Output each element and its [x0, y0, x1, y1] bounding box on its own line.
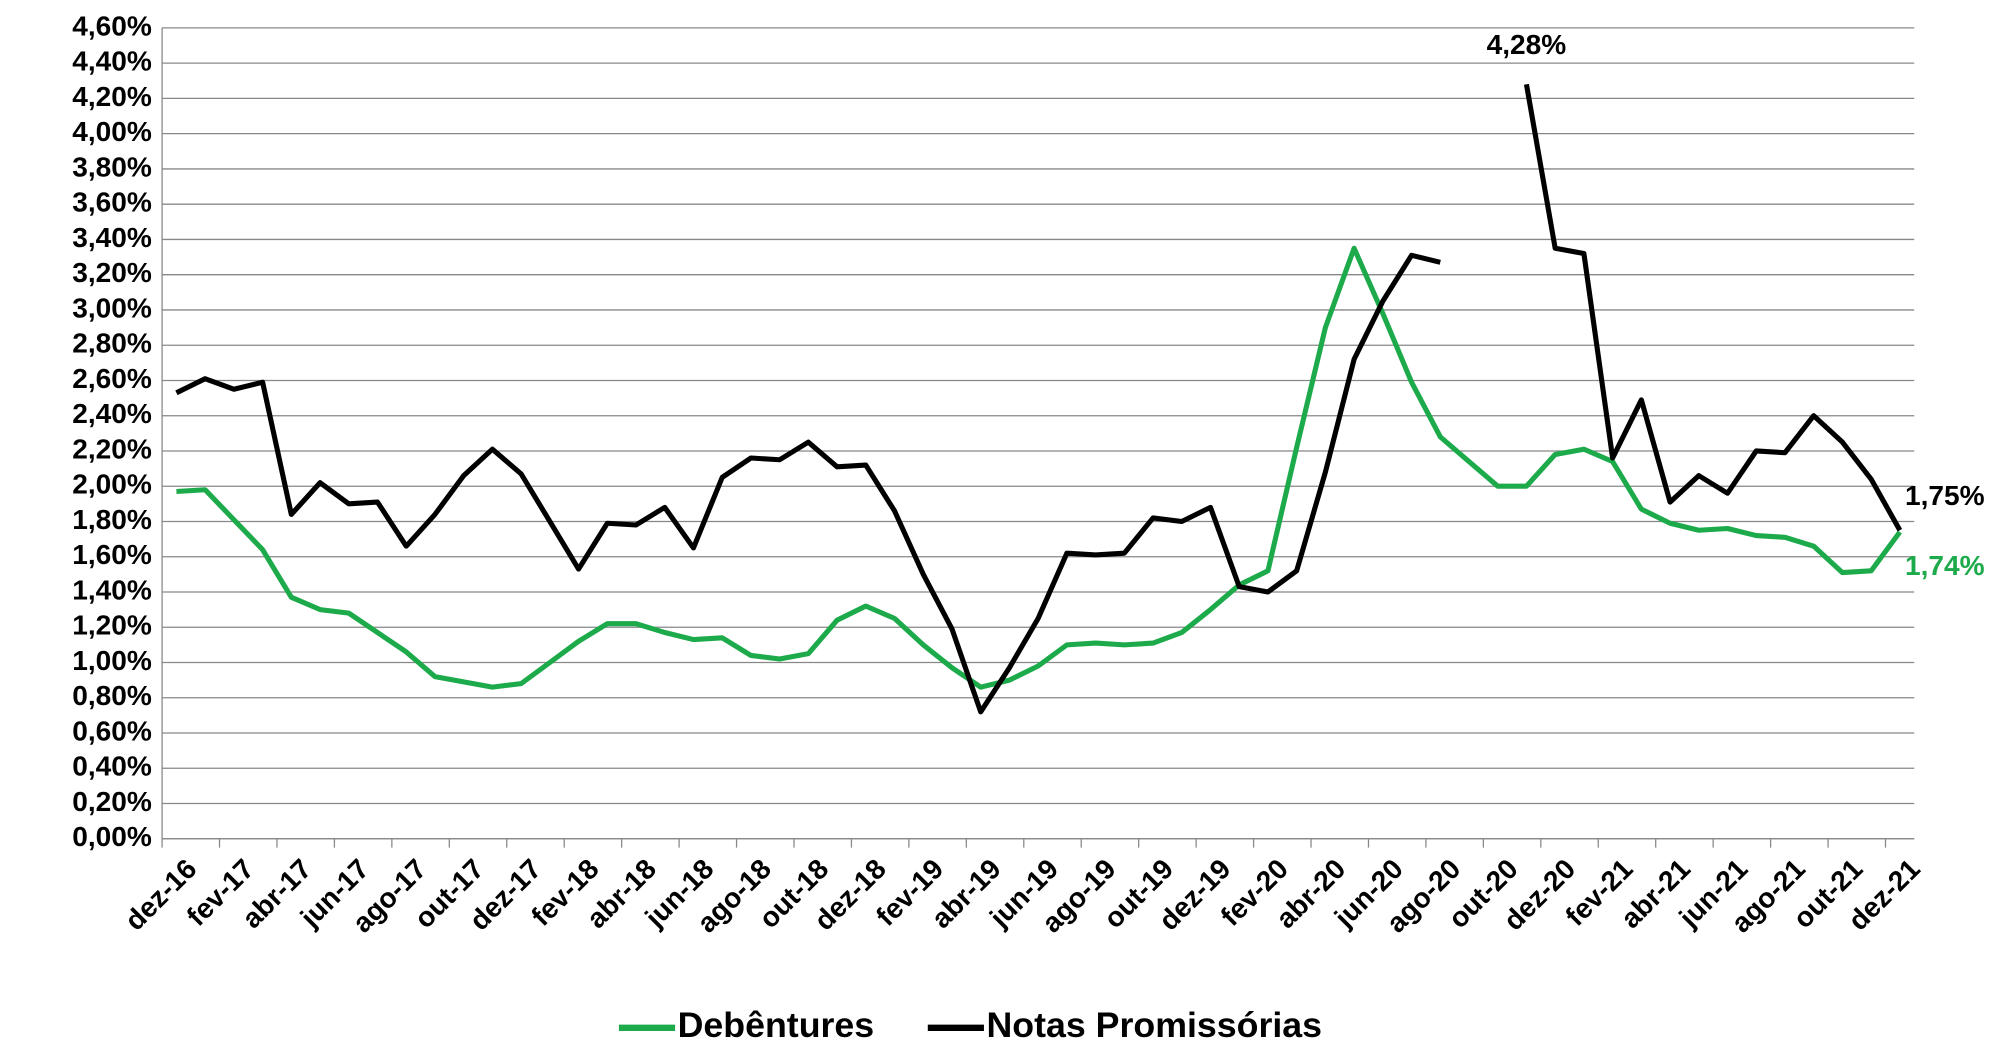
y-tick-label: 0,40%	[72, 751, 152, 782]
value-label: 4,28%	[1487, 29, 1567, 60]
y-tick-label: 0,80%	[72, 680, 152, 711]
value-label: 1,75%	[1905, 480, 1985, 511]
y-tick-label: 0,60%	[72, 715, 152, 746]
y-tick-label: 3,20%	[72, 257, 152, 288]
y-tick-label: 1,20%	[72, 610, 152, 641]
y-tick-label: 1,00%	[72, 645, 152, 676]
legend-label: Debêntures	[678, 1005, 875, 1045]
y-tick-label: 4,20%	[72, 81, 152, 112]
y-tick-label: 4,40%	[72, 46, 152, 77]
y-tick-label: 2,20%	[72, 433, 152, 464]
value-label: 1,74%	[1905, 550, 1985, 581]
y-tick-label: 4,60%	[72, 10, 152, 41]
y-tick-label: 0,00%	[72, 821, 152, 852]
y-tick-label: 2,00%	[72, 469, 152, 500]
y-tick-label: 3,00%	[72, 292, 152, 323]
y-tick-label: 1,60%	[72, 539, 152, 570]
y-tick-label: 2,80%	[72, 328, 152, 359]
y-tick-label: 4,00%	[72, 116, 152, 147]
y-tick-label: 1,80%	[72, 504, 152, 535]
y-tick-label: 2,60%	[72, 363, 152, 394]
y-tick-label: 1,40%	[72, 574, 152, 605]
x-tick-label: dez-16	[119, 853, 203, 936]
y-tick-label: 3,60%	[72, 187, 152, 218]
legend-label: Notas Promissórias	[986, 1005, 1322, 1045]
series-line	[176, 245, 1902, 690]
series-line	[175, 83, 1903, 715]
y-tick-label: 3,40%	[72, 222, 152, 253]
y-tick-label: 2,40%	[72, 398, 152, 429]
y-tick-label: 0,20%	[72, 786, 152, 817]
y-tick-label: 3,80%	[72, 151, 152, 182]
